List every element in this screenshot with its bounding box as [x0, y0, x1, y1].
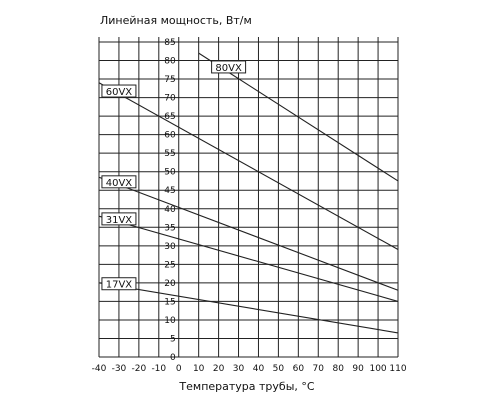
- series-label-box: [101, 212, 137, 226]
- x-tick-label: 30: [233, 364, 245, 374]
- y-tick-label: 50: [164, 168, 176, 178]
- x-tick-label: 70: [313, 364, 325, 374]
- y-tick-label: 45: [164, 186, 175, 196]
- series-label-40vx: 40VX: [101, 175, 137, 189]
- x-tick-label: -10: [151, 364, 166, 374]
- x-tick-label: 50: [273, 364, 285, 374]
- x-tick-label: 0: [176, 364, 182, 374]
- series-line-17vx: [98, 282, 399, 334]
- series-label-text: 31VX: [106, 215, 133, 226]
- x-tick-labels: -40 -30 -20 -10 0 10 20 30 40 50 60 70 80 90 100 110: [92, 364, 407, 374]
- x-tick-label: 100: [369, 364, 386, 374]
- x-tick-label: 80: [332, 364, 344, 374]
- series-lines: [98, 52, 399, 334]
- y-tick-label: 5: [170, 334, 176, 344]
- series-label-box: [101, 84, 137, 98]
- x-tick-label: 110: [389, 364, 406, 374]
- y-tick-labels: 0 5 10 15 20 25 30 35 40 45 50 55 60 65 70 75 80 85: [164, 38, 176, 363]
- series-label-box: [101, 277, 137, 291]
- series-label-text: 17VX: [106, 280, 133, 291]
- series-line-80vx: [198, 52, 399, 182]
- series-line-60vx: [98, 82, 399, 251]
- x-tick-label: -30: [112, 364, 127, 374]
- y-tick-label: 25: [164, 260, 175, 270]
- x-tick-label: 90: [352, 364, 364, 374]
- series-label-31vx: 31VX: [101, 212, 137, 226]
- series-label-80vx: 80VX: [211, 60, 247, 74]
- x-tick-label: -40: [92, 364, 107, 374]
- y-tick-label: 65: [164, 112, 175, 122]
- x-tick-label: 40: [253, 364, 265, 374]
- y-axis-title: Линейная мощность, Вт/м: [100, 14, 252, 27]
- y-tick-label: 80: [164, 57, 176, 67]
- series-label-box: [101, 175, 137, 189]
- x-tick-label: 60: [293, 364, 305, 374]
- x-axis-title: Температура трубы, °C: [178, 380, 314, 393]
- y-tick-label: 35: [164, 223, 175, 233]
- y-tick-label: 30: [164, 242, 176, 252]
- y-tick-label: 10: [164, 316, 176, 326]
- series-label-box: [211, 60, 247, 74]
- y-tick-label: 60: [164, 131, 176, 141]
- series-line-31vx: [98, 215, 399, 302]
- series-label-text: 80VX: [215, 63, 242, 74]
- y-tick-label: 20: [164, 279, 176, 289]
- y-tick-label: 55: [164, 149, 175, 159]
- y-tick-label: 70: [164, 94, 176, 104]
- series-label-60vx: 60VX: [101, 84, 137, 98]
- x-tick-label: -20: [132, 364, 147, 374]
- series-line-40vx: [98, 176, 399, 291]
- series-labels: 80VX 60VX 40VX 31VX 17VX: [101, 60, 247, 291]
- y-tick-label: 0: [170, 353, 176, 363]
- x-tick-label: 10: [193, 364, 205, 374]
- x-tick-label: 20: [213, 364, 225, 374]
- y-tick-label: 15: [164, 297, 175, 307]
- series-label-text: 40VX: [106, 178, 133, 189]
- y-tick-label: 85: [164, 38, 175, 48]
- grid: [98, 37, 399, 358]
- series-label-text: 60VX: [106, 87, 133, 98]
- y-tick-label: 40: [164, 205, 176, 215]
- y-tick-label: 75: [164, 75, 175, 85]
- series-label-17vx: 17VX: [101, 277, 137, 291]
